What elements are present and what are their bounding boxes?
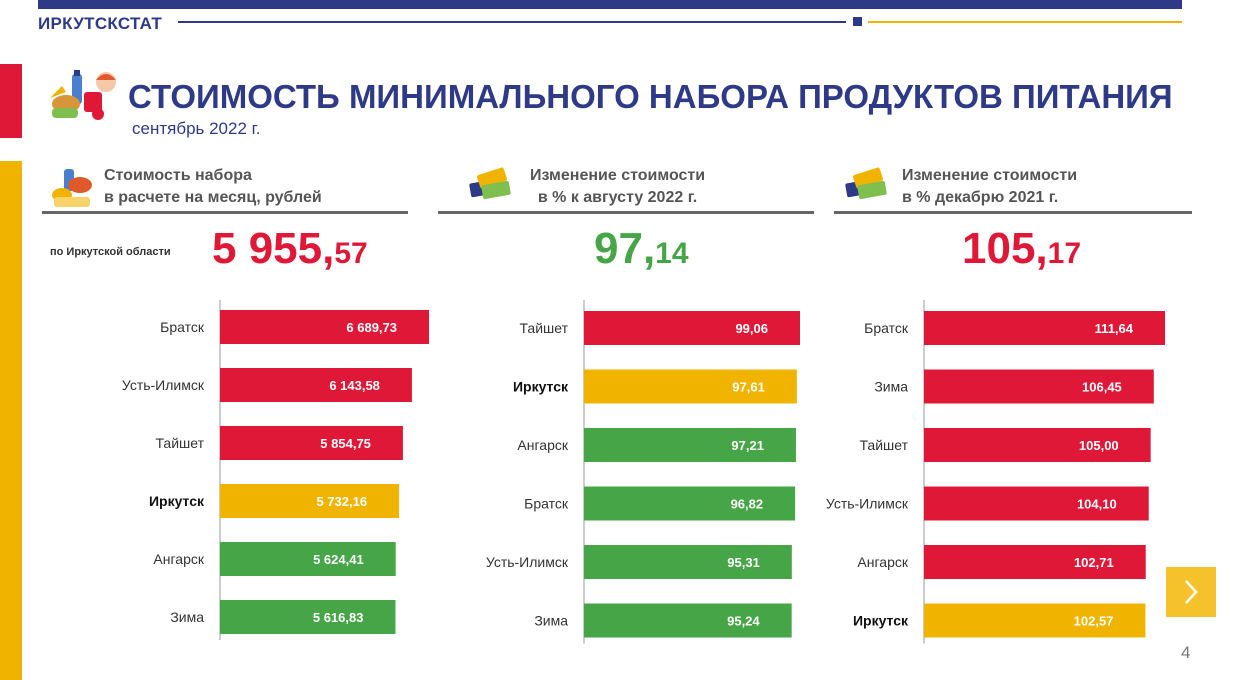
data-label: 106,45 bbox=[1082, 380, 1122, 395]
data-label: 102,57 bbox=[1074, 614, 1114, 629]
column-heading-line2: в % к августу 2022 г. bbox=[537, 189, 698, 206]
summary-value-aug: 97,14 bbox=[594, 224, 689, 274]
money-cards-icon bbox=[468, 167, 514, 208]
category-label: Братск bbox=[160, 319, 205, 335]
category-label: Братск bbox=[864, 320, 909, 336]
data-label: 6 143,58 bbox=[329, 378, 380, 393]
column-divider bbox=[438, 211, 814, 214]
page-number: 4 bbox=[1181, 643, 1191, 662]
bar-ангарск bbox=[584, 428, 796, 462]
bar-иркутск bbox=[584, 369, 797, 404]
summary-dec: 57 bbox=[334, 237, 368, 270]
data-label: 5 732,16 bbox=[316, 494, 367, 509]
chevron-right-icon bbox=[1185, 580, 1198, 604]
column-heading-line1: Стоимость набора bbox=[104, 167, 252, 184]
category-label: Тайшет bbox=[156, 435, 205, 451]
summary-int: 97, bbox=[594, 224, 656, 273]
side-accent-yellow bbox=[0, 161, 22, 680]
groceries-icon bbox=[48, 68, 120, 129]
summary-dec: 14 bbox=[655, 237, 689, 270]
summary-value-cost: 5 955,57 bbox=[212, 224, 368, 274]
column-heading-line2: в % декабрю 2021 г. bbox=[902, 189, 1059, 206]
category-label: Иркутск bbox=[513, 379, 569, 395]
data-label: 95,24 bbox=[727, 614, 760, 629]
data-label: 96,82 bbox=[731, 497, 764, 512]
column-heading-line1: Изменение стоимости bbox=[902, 167, 1078, 184]
bar-братск bbox=[220, 310, 429, 344]
category-label: Иркутск bbox=[149, 493, 205, 509]
chart-change-aug: Тайшет 99,06 Иркутск 97,61 Ангарск 97,21 Братс… bbox=[486, 300, 800, 644]
summary-dec: 17 bbox=[1047, 237, 1082, 270]
bar-иркутск bbox=[220, 484, 400, 518]
bar-иркутск bbox=[924, 603, 1146, 638]
data-label: 95,31 bbox=[727, 555, 760, 570]
category-label: Ангарск bbox=[153, 551, 204, 567]
page-subtitle: сентябрь 2022 г. bbox=[132, 119, 261, 138]
bar-зима bbox=[924, 369, 1154, 404]
bar-братск bbox=[924, 311, 1165, 345]
header-square bbox=[853, 17, 862, 26]
bar-зима bbox=[584, 603, 792, 638]
data-label: 104,10 bbox=[1077, 497, 1117, 512]
bar-усть-илимск bbox=[220, 368, 412, 402]
category-label: Зима bbox=[874, 379, 908, 395]
page-title: СТОИМОСТЬ МИНИМАЛЬНОГО НАБОРА ПРОДУКТОВ … bbox=[128, 78, 1173, 115]
column-divider bbox=[42, 211, 408, 214]
summary-int: 105, bbox=[962, 224, 1048, 273]
bar-тайшет bbox=[924, 428, 1151, 462]
region-label: по Иркутской области bbox=[50, 246, 171, 258]
bar-тайшет bbox=[584, 311, 800, 345]
category-label: Зима bbox=[170, 609, 204, 625]
data-label: 5 854,75 bbox=[320, 436, 371, 451]
money-cards-icon bbox=[844, 167, 890, 208]
column-header-change-dec: Изменение стоимости в % декабрю 2021 г. bbox=[834, 163, 1192, 214]
bar-зима bbox=[220, 600, 396, 634]
header-divider bbox=[178, 21, 846, 23]
category-label: Зима bbox=[534, 613, 568, 629]
bar-ангарск bbox=[220, 542, 396, 576]
data-label: 6 689,73 bbox=[346, 320, 397, 335]
category-label: Ангарск bbox=[517, 437, 568, 453]
category-label: Усть-Илимск bbox=[826, 496, 909, 512]
bar-усть-илимск bbox=[924, 486, 1149, 521]
summary-int: 5 955, bbox=[212, 224, 335, 273]
category-label: Ангарск bbox=[857, 554, 908, 570]
bar-усть-илимск bbox=[584, 545, 792, 579]
summary-value-dec: 105,17 bbox=[962, 224, 1081, 274]
data-label: 102,71 bbox=[1074, 555, 1114, 570]
data-label: 5 624,41 bbox=[313, 552, 364, 567]
bar-тайшет bbox=[220, 426, 403, 460]
food-basket-icon bbox=[50, 167, 96, 214]
category-label: Тайшет bbox=[520, 320, 569, 336]
category-label: Тайшет bbox=[860, 437, 909, 453]
column-heading-line2: в расчете на месяц, рублей bbox=[104, 189, 322, 206]
org-name: ИРКУТСКСТАТ bbox=[38, 14, 163, 33]
next-slide-button[interactable] bbox=[1166, 567, 1216, 617]
top-bar bbox=[38, 0, 1182, 9]
chart-cost-by-city: Братск 6 689,73 Усть-Илимск 6 143,58 Тайшет 5… bbox=[122, 300, 429, 640]
category-label: Братск bbox=[524, 496, 569, 512]
data-label: 97,21 bbox=[731, 438, 764, 453]
chart-change-dec: Братск 111,64 Зима 106,45 Тайшет 105,00 Усть-И… bbox=[826, 300, 1165, 644]
bar-ангарск bbox=[924, 545, 1146, 579]
side-accent-red bbox=[0, 64, 22, 138]
data-label: 97,61 bbox=[732, 380, 765, 395]
header-divider-accent bbox=[868, 21, 1182, 23]
bar-братск bbox=[584, 486, 796, 521]
category-label: Усть-Илимск bbox=[122, 377, 205, 393]
column-header-change-aug: Изменение стоимости в % к августу 2022 г… bbox=[438, 163, 814, 214]
category-label: Усть-Илимск bbox=[486, 554, 569, 570]
column-divider bbox=[834, 211, 1192, 214]
column-heading-line1: Изменение стоимости bbox=[530, 167, 706, 184]
column-header-cost: Стоимость набора в расчете на месяц, руб… bbox=[42, 163, 408, 214]
data-label: 105,00 bbox=[1079, 438, 1119, 453]
data-label: 111,64 bbox=[1095, 321, 1134, 336]
category-label: Иркутск bbox=[853, 613, 909, 629]
data-label: 99,06 bbox=[735, 321, 768, 336]
data-label: 5 616,83 bbox=[313, 610, 364, 625]
